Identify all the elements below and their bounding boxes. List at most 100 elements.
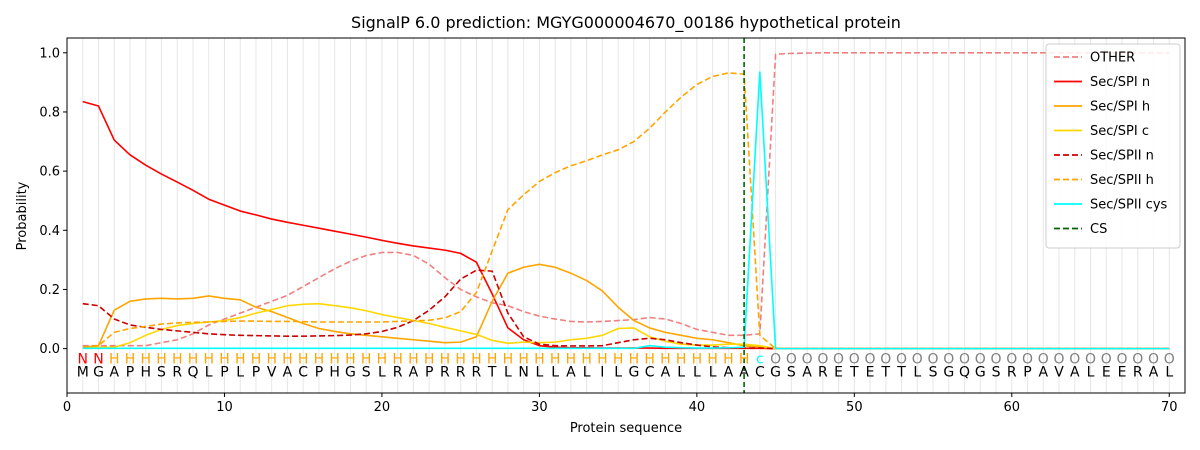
- region-label: H: [329, 351, 340, 367]
- region-label: H: [739, 351, 750, 367]
- region-label: H: [550, 351, 561, 367]
- series-line-2: [82, 263, 1170, 350]
- region-label: O: [1148, 351, 1159, 367]
- residue-letter: L: [677, 365, 685, 381]
- legend: OTHER Sec/SPI n Sec/SPI h Sec/SPI c Sec/SPII…: [1045, 43, 1181, 249]
- residue-letter: L: [614, 365, 622, 381]
- residue-letter: E: [1102, 365, 1111, 381]
- series-lines: [82, 38, 1170, 393]
- x-tick-label: 20: [374, 400, 391, 415]
- region-label: O: [991, 351, 1002, 367]
- x-tick-label: 70: [1161, 400, 1178, 415]
- residue-letter: L: [535, 365, 543, 381]
- residue-letter: L: [378, 365, 386, 381]
- y-tick-label: 0.8: [39, 105, 60, 120]
- residue-letter: E: [866, 365, 875, 381]
- residue-letter: C: [645, 365, 655, 381]
- y-tick-label: 0.0: [39, 342, 60, 357]
- region-label: H: [644, 351, 655, 367]
- legend-label: Sec/SPI h: [1090, 100, 1150, 115]
- y-tick-label: 1.0: [39, 46, 60, 61]
- region-label: H: [597, 351, 608, 367]
- x-tick-label: 60: [1004, 400, 1021, 415]
- region-label: O: [1132, 351, 1143, 367]
- residue-letter: R: [456, 365, 466, 381]
- region-label: H: [392, 351, 403, 367]
- residue-letter: T: [896, 365, 906, 381]
- residue-letter: R: [472, 365, 482, 381]
- region-label: H: [707, 351, 718, 367]
- region-label: H: [109, 351, 120, 367]
- region-label: H: [219, 351, 230, 367]
- region-label: O: [1101, 351, 1112, 367]
- residue-letter: P: [315, 365, 323, 381]
- region-label: O: [1054, 351, 1065, 367]
- residue-letter: E: [834, 365, 843, 381]
- region-label: H: [518, 351, 529, 367]
- residue-letter: P: [252, 365, 260, 381]
- residue-letter: T: [849, 365, 859, 381]
- legend-label: Sec/SPII cys: [1090, 198, 1168, 213]
- region-label: H: [298, 351, 309, 367]
- region-label: O: [786, 351, 797, 367]
- residue-letter: G: [975, 365, 986, 381]
- region-label: N: [93, 351, 103, 367]
- region-label: O: [802, 351, 813, 367]
- residue-letter: S: [157, 365, 166, 381]
- legend-label: Sec/SPI c: [1090, 124, 1149, 139]
- region-label: H: [140, 351, 151, 367]
- residue-letter: L: [583, 365, 591, 381]
- legend-label: Sec/SPII h: [1090, 173, 1154, 188]
- series-line-4: [82, 269, 1170, 350]
- sequence-annotations: NMNGHAHPHHHSHRHQHLHPHLHPHVHAHCHPHHHGHSHL…: [77, 351, 1175, 380]
- region-label: H: [345, 351, 356, 367]
- residue-letter: A: [802, 365, 812, 381]
- region-label: H: [314, 351, 325, 367]
- residue-letter: S: [362, 365, 371, 381]
- region-label: H: [455, 351, 466, 367]
- residue-letter: R: [818, 365, 828, 381]
- residue-letter: A: [661, 365, 671, 381]
- y-tick-label: 0.6: [39, 165, 60, 180]
- region-label: c: [756, 351, 764, 367]
- region-label: H: [125, 351, 136, 367]
- residue-letter: A: [566, 365, 576, 381]
- residue-letter: P: [1023, 365, 1031, 381]
- region-label: O: [865, 351, 876, 367]
- residue-letter: M: [77, 365, 89, 381]
- region-label: O: [1069, 351, 1080, 367]
- residue-letter: A: [1070, 365, 1080, 381]
- residue-letter: E: [1118, 365, 1127, 381]
- residue-letter: Q: [187, 365, 198, 381]
- residue-letter: G: [93, 365, 104, 381]
- residue-letter: S: [929, 365, 938, 381]
- residue-letter: V: [267, 365, 277, 381]
- residue-letter: L: [551, 365, 559, 381]
- region-label: O: [959, 351, 970, 367]
- residue-letter: R: [172, 365, 182, 381]
- region-label: H: [660, 351, 671, 367]
- residue-letter: R: [1133, 365, 1143, 381]
- region-label: H: [424, 351, 435, 367]
- residue-letter: L: [1087, 365, 1095, 381]
- residue-letter: H: [140, 365, 151, 381]
- region-label: H: [566, 351, 577, 367]
- residue-letter: A: [109, 365, 119, 381]
- axes: 0 10 20 30 40 50 60 70 0.0 0.2 0.4 0.6 0.8 1.0: [39, 37, 1186, 415]
- series-line-0: [82, 51, 1170, 347]
- residue-letter: A: [1038, 365, 1048, 381]
- y-tick-label: 0.2: [39, 283, 60, 298]
- region-label: H: [723, 351, 734, 367]
- grid-lines: [82, 38, 1170, 393]
- region-label: O: [975, 351, 986, 367]
- residue-letter: A: [283, 365, 293, 381]
- residue-letter: A: [724, 365, 734, 381]
- region-label: O: [849, 351, 860, 367]
- residue-letter: T: [881, 365, 891, 381]
- region-label: H: [266, 351, 277, 367]
- x-tick-label: 30: [531, 400, 548, 415]
- y-axis-label: Probability: [15, 181, 30, 250]
- region-label: H: [487, 351, 498, 367]
- region-label: O: [943, 351, 954, 367]
